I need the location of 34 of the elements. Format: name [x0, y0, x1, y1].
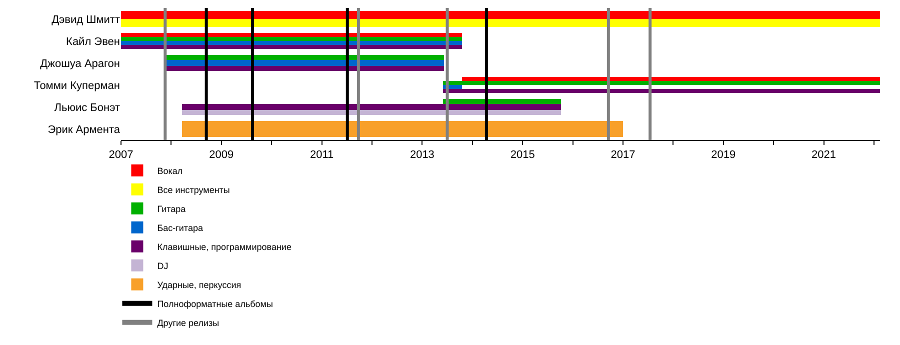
legend-label: Ударные, перкуссия — [157, 280, 242, 290]
legend-label: Полноформатные альбомы — [157, 298, 273, 309]
bar — [121, 33, 462, 37]
y-tick-label: Томми Куперман — [34, 80, 120, 92]
x-tick-label: 2019 — [711, 149, 736, 162]
bar — [165, 66, 444, 71]
y-tick-label: Эрик Армента — [48, 124, 121, 136]
x-tick-label: 2017 — [610, 149, 636, 162]
bar — [462, 77, 880, 81]
legend-label: Бас-гитара — [157, 222, 203, 233]
y-tick-label: Дэвид Шмитт — [52, 14, 120, 26]
bar — [121, 41, 462, 45]
bar — [121, 19, 880, 27]
legend-label: Клавишные, программирование — [157, 242, 292, 252]
bar — [443, 99, 561, 104]
legend-label: DJ — [157, 260, 168, 271]
legend-label: Вокал — [157, 166, 183, 176]
bar — [182, 110, 561, 115]
bar — [121, 45, 462, 49]
legend-label: Все инструменты — [157, 184, 230, 195]
x-tick-label: 2007 — [108, 149, 134, 162]
x-tick-label: 2015 — [510, 149, 535, 162]
legend-label: Другие релизы — [157, 318, 220, 328]
legend-label: Гитара — [157, 204, 186, 214]
y-tick-label: Джошуа Арагон — [40, 58, 120, 70]
x-tick-label: 2009 — [209, 149, 234, 162]
x-tick-label: 2011 — [310, 149, 334, 162]
y-tick-label: Кайл Эвен — [66, 36, 120, 48]
bar — [182, 121, 623, 137]
bar — [443, 89, 880, 93]
x-tick-label: 2021 — [812, 149, 836, 162]
x-tick-label: 2013 — [410, 149, 434, 162]
y-tick-label: Льюис Бонэт — [54, 102, 120, 114]
bar — [121, 37, 462, 41]
